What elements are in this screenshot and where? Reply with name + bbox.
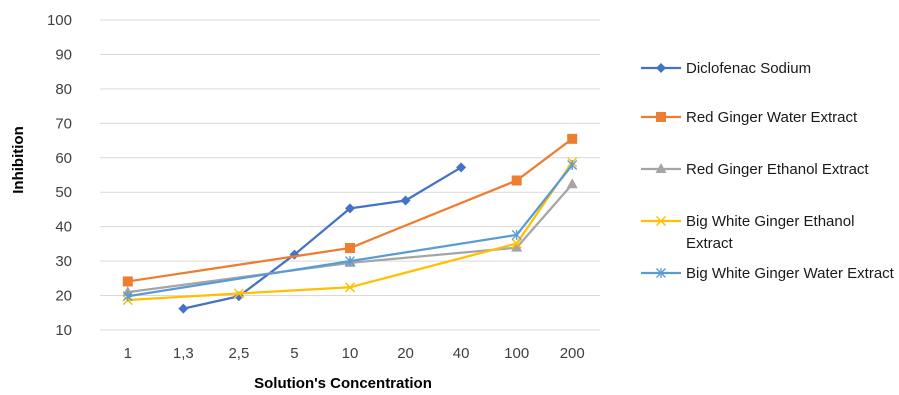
y-tick-label: 50 [55, 184, 72, 201]
data-point [511, 229, 522, 240]
data-point [289, 249, 300, 260]
data-point [344, 282, 356, 293]
legend-label: Red Ginger Ethanol Extract [686, 161, 869, 178]
y-tick-label: 30 [55, 253, 72, 270]
data-point [511, 241, 523, 252]
x-tick-label: 40 [453, 345, 470, 362]
x-tick-label: 100 [504, 345, 529, 362]
y-tick-label: 60 [55, 150, 72, 167]
series-line [127, 164, 574, 298]
y-tick-label: 20 [55, 288, 72, 305]
x-tick-label: 200 [560, 345, 585, 362]
legend-label: Big White Ginger Water Extract [686, 265, 895, 282]
legend-item: Diclofenac Sodium [641, 60, 811, 77]
series-5 [122, 160, 578, 302]
data-point [400, 195, 411, 206]
y-tick-label: 90 [55, 46, 72, 63]
x-axis-title: Solution's Concentration [254, 375, 432, 392]
legend-marker [655, 215, 667, 227]
x-tick-label: 5 [290, 345, 298, 362]
series-line [127, 161, 574, 302]
data-point [178, 303, 189, 314]
x-tick-label: 1,3 [173, 345, 194, 362]
data-point [456, 162, 467, 173]
legend-item: Red Ginger Water Extract [641, 109, 858, 126]
legend-marker [656, 112, 666, 122]
data-point [345, 256, 355, 267]
legend-label: Big White Ginger Ethanol Extract [686, 213, 854, 252]
legend: Diclofenac Sodium Red Ginger Water Extrac… [641, 60, 895, 282]
data-point [345, 243, 355, 254]
y-tick-label: 10 [55, 322, 72, 339]
data-point [567, 160, 578, 171]
data-point [345, 203, 355, 214]
y-tick-label: 40 [55, 219, 72, 236]
x-tick-label: 2,5 [228, 345, 249, 362]
y-tick-label: 80 [55, 81, 72, 98]
data-point [567, 133, 578, 144]
series-4 [122, 157, 578, 306]
series-2 [122, 133, 578, 287]
data-point [122, 291, 133, 302]
data-point [233, 288, 244, 299]
series-lines [122, 133, 578, 314]
legend-item: Big White Ginger Ethanol Extract [641, 213, 854, 252]
x-tick-label: 10 [342, 345, 359, 362]
series-1 [178, 162, 467, 314]
y-axis-title: Inhibition [10, 126, 27, 193]
x-tick-label: 20 [397, 345, 414, 362]
data-point [511, 175, 522, 186]
series-line [183, 166, 462, 310]
legend-marker [656, 63, 666, 73]
y-axis-ticks: 10 20 30 40 50 60 70 80 90 100 [47, 12, 72, 339]
y-tick-label: 100 [47, 12, 72, 29]
legend-marker [655, 163, 667, 173]
grid-lines [100, 19, 600, 331]
y-tick-label: 70 [55, 115, 72, 132]
series-line [127, 137, 573, 283]
legend-marker [656, 268, 666, 278]
series-line [127, 183, 574, 294]
x-tick-label: 1 [124, 345, 132, 362]
legend-label: Diclofenac Sodium [686, 60, 811, 77]
x-axis-ticks: 1 1,3 2,5 5 10 20 40 100 200 [124, 345, 585, 362]
legend-item: Big White Ginger Water Extract [641, 265, 895, 282]
legend-label: Red Ginger Water Extract [686, 109, 858, 126]
data-point [511, 238, 522, 249]
legend-item: Red Ginger Ethanol Extract [641, 161, 869, 178]
data-point [122, 276, 133, 287]
data-point [566, 178, 578, 189]
